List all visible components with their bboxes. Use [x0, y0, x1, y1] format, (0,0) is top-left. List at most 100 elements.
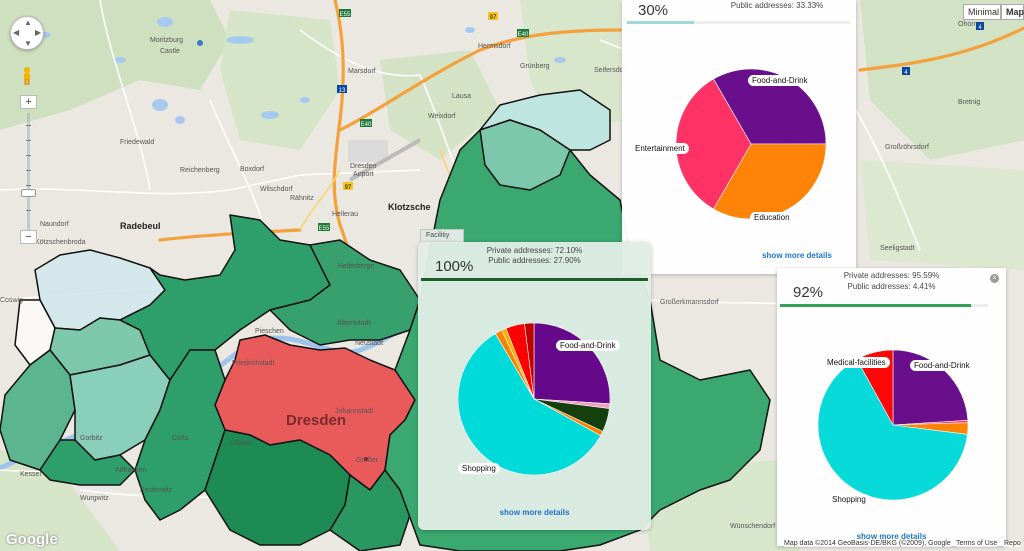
zoom-tick — [26, 210, 31, 211]
center-progress-fill — [421, 278, 648, 281]
label-bretnig: Bretnig — [958, 99, 980, 106]
label-dresden-airport: Dresden — [350, 163, 377, 170]
lakes — [39, 17, 566, 124]
close-icon[interactable]: × — [990, 274, 999, 283]
road-shields: E55 13 E40 4 97 E40 4 97 E55 — [318, 9, 984, 232]
pan-right-arrow-icon[interactable]: ▶ — [35, 28, 42, 37]
pie-slice-education[interactable] — [713, 143, 826, 219]
top-pie-chart — [676, 69, 826, 219]
svg-text:E40: E40 — [361, 122, 372, 128]
top-label-food-and-drink: Food-and-Drink — [748, 75, 812, 86]
label-coswig: Coswig — [0, 297, 23, 304]
pie-slice-shopping[interactable] — [818, 358, 968, 500]
zoom-tick — [26, 155, 31, 156]
map-type-minimal-button[interactable]: Minimal — [963, 4, 1001, 20]
google-logo: Google — [6, 531, 58, 548]
label-cotta: Cotta — [172, 435, 189, 442]
zoom-tick — [26, 185, 31, 186]
label-altfranken: Altfranken — [115, 467, 147, 474]
forest-area — [220, 10, 340, 150]
zoom-in-button[interactable]: + — [20, 95, 37, 109]
label-moritzburg: Moritzburg — [150, 37, 183, 44]
label-moritzburg-castle: Castle — [160, 48, 180, 55]
pan-left-arrow-icon[interactable]: ◀ — [13, 28, 20, 37]
label-grosser-garten: Großer — [356, 457, 379, 464]
zoom-tick — [26, 170, 31, 171]
report-link[interactable]: Repo — [1004, 540, 1021, 547]
pie-slice-shopping[interactable] — [458, 333, 602, 475]
svg-text:E55: E55 — [319, 226, 330, 232]
label-pesterwitz: Pesterwitz — [140, 487, 173, 494]
svg-text:13: 13 — [339, 88, 346, 94]
label-grossrohrsdorf: Großröhrsdorf — [885, 144, 929, 151]
right-show-more-link[interactable]: show more details — [856, 532, 927, 541]
label-neustadt: Neustadt — [355, 340, 383, 347]
map-attribution: Map data ©2014 GeoBasis-DE/BKG (©2009), … — [784, 540, 951, 547]
forest-area — [0, 0, 230, 130]
center-show-more-link[interactable]: show more details — [499, 508, 570, 517]
right-label-medical-facilities: Medical-facilities — [823, 357, 890, 368]
info-panel-center: Private addresses: 72.10% Public address… — [418, 242, 651, 530]
label-dresden: Dresden — [286, 412, 346, 429]
label-naundorf: Naundorf — [40, 221, 69, 228]
pegman-icon[interactable] — [21, 66, 33, 86]
svg-text:4: 4 — [904, 70, 908, 76]
label-kotzschenbroda: Kötzschenbroda — [35, 239, 86, 246]
label-wilschdorf: Wilschdorf — [260, 186, 293, 193]
info-panel-right: Private addresses: 95.59% Public address… — [777, 268, 1006, 546]
center-public-addresses: Public addresses: 27.90% — [488, 256, 581, 265]
label-seeligstadt: Seeligstadt — [880, 245, 915, 252]
zoom-out-button[interactable]: − — [20, 230, 37, 244]
tab-facility[interactable]: Facilitiy — [420, 229, 464, 242]
label-lausa: Lausa — [452, 93, 471, 100]
label-airport: Airport — [353, 171, 374, 178]
label-friedrichstadt: Friedrichstadt — [232, 360, 274, 367]
pan-control[interactable]: ▲ ▼ ◀ ▶ — [10, 16, 44, 50]
label-wurgwitz: Wurgwitz — [80, 495, 109, 502]
label-boxdorf: Boxdorf — [240, 166, 264, 173]
zoom-slider-track[interactable] — [27, 113, 30, 233]
center-percent: 100% — [435, 258, 474, 275]
district-ne2 — [479, 119, 571, 191]
label-albertstadt: Albertstadt — [337, 320, 371, 327]
zoom-slider-thumb[interactable] — [21, 189, 36, 197]
pan-down-arrow-icon[interactable]: ▼ — [24, 39, 32, 48]
right-public-addresses: Public addresses: 4.41% — [847, 282, 936, 291]
label-hellerau: Hellerau — [332, 211, 358, 218]
label-hermsdorf: Hermsdorf — [478, 43, 511, 50]
terms-of-use-link[interactable]: Terms of Use — [956, 540, 998, 547]
district-south2 — [329, 469, 411, 551]
district-west4 — [39, 439, 136, 486]
center-private-addresses: Private addresses: 72.10% — [486, 246, 583, 255]
top-percent: 30% — [638, 2, 669, 19]
svg-text:97: 97 — [345, 185, 352, 191]
map-type-map-button[interactable]: Map — [1001, 4, 1024, 20]
zoom-tick — [26, 140, 31, 141]
label-weissig: Wünschendorf — [730, 523, 775, 530]
top-label-education: Education — [750, 212, 794, 223]
label-reichenberg: Reichenberg — [180, 167, 220, 174]
right-pie-chart — [818, 350, 968, 500]
pie-slice-food-and-drink[interactable] — [533, 323, 610, 405]
svg-text:E55: E55 — [340, 12, 351, 18]
airport — [348, 138, 421, 182]
top-label-entertainment: Entertainment — [631, 143, 689, 154]
label-rahnitz: Rähnitz — [290, 195, 314, 202]
center-label-food-and-drink: Food-and-Drink — [556, 340, 620, 351]
forest-area — [860, 160, 1024, 270]
svg-text:E40: E40 — [518, 32, 529, 38]
pie-slice[interactable] — [524, 323, 535, 400]
label-gorbitz: Gorbitz — [80, 435, 103, 442]
right-private-addresses: Private addresses: 95.59% — [843, 271, 940, 280]
right-label-shopping: Shopping — [828, 494, 870, 505]
top-progress-bar — [627, 21, 850, 24]
top-show-more-link[interactable]: show more details — [762, 251, 832, 260]
label-marsdorf: Marsdorf — [348, 68, 376, 75]
pan-up-arrow-icon[interactable]: ▲ — [24, 18, 32, 27]
forest-area — [860, 0, 1024, 160]
pie-slice-entertainment[interactable] — [676, 78, 752, 210]
right-percent: 92% — [793, 284, 824, 301]
label-grossokrmannsdorf: Großerkmannsdorf — [660, 299, 719, 306]
label-loebtau: Löbtau — [230, 440, 252, 447]
info-panel-top: 30% Public addresses: 33.33% show more d… — [622, 0, 856, 274]
